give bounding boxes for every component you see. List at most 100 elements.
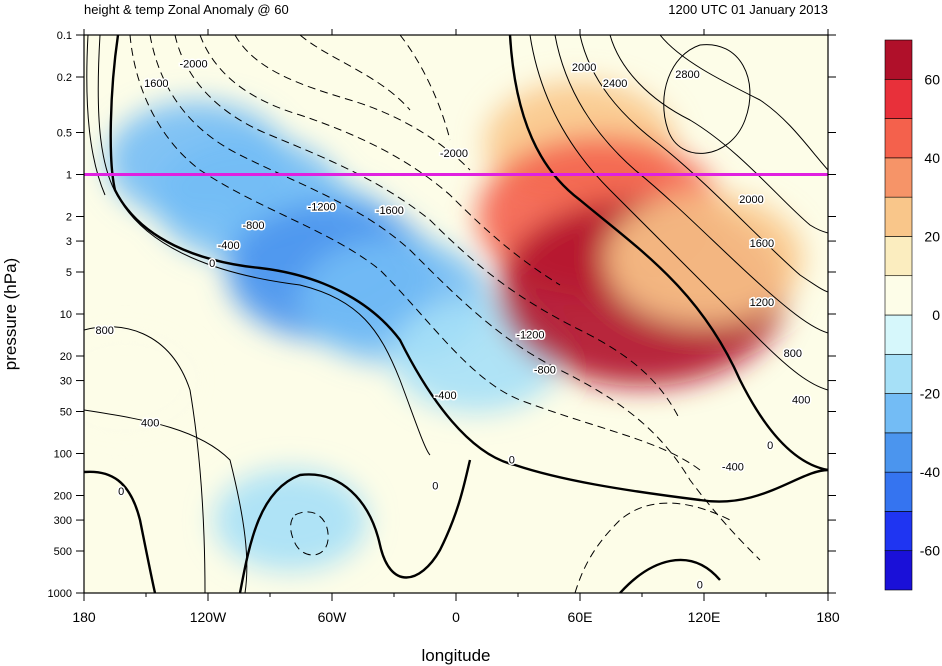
- contour-label: -400: [722, 462, 744, 474]
- height-contours: [84, 35, 828, 593]
- contour-neg400-east: [574, 502, 731, 593]
- colorbar: -60 -40 -20 0 20 40 60: [884, 39, 940, 591]
- contour-zero-upper: [109, 35, 828, 503]
- anomaly-cell: [84, 335, 194, 426]
- colorbar-label: -60: [920, 543, 940, 559]
- contour-label: 2000: [572, 62, 596, 74]
- contour-label: 0: [509, 454, 515, 466]
- y-tick-label: 20: [60, 351, 72, 363]
- y-tick-label: 5: [66, 267, 72, 279]
- colorbar-label: 60: [924, 71, 940, 87]
- contour-label: 2400: [603, 78, 627, 90]
- contour-label: 2800: [675, 69, 699, 81]
- x-tick-label: 0: [452, 609, 460, 625]
- contour-label: 800: [95, 325, 113, 337]
- y-tick-label: 30: [60, 376, 72, 388]
- contour-400-east: [529, 35, 828, 391]
- contour-label: 1600: [750, 238, 774, 250]
- contour-neg1200: [174, 35, 681, 421]
- y-tick-label: 3: [66, 236, 72, 248]
- y-axis: 0.1 0.2 0.5 1 2 3 5 10 20 30 50 100 200 300 500 1000: [48, 30, 836, 600]
- contour-label: 2000: [739, 194, 763, 206]
- contour-label: 0: [209, 258, 215, 270]
- contour-zero-south: [619, 558, 721, 593]
- colorbar-swatch: [884, 550, 913, 591]
- contour-label: 0: [118, 486, 124, 498]
- colorbar-swatch: [884, 78, 913, 119]
- contour-label: 0: [767, 440, 773, 452]
- contour-800-west: [86, 35, 106, 196]
- colorbar-swatch: [884, 39, 913, 80]
- contour-label: -800: [242, 220, 264, 232]
- contour-label: 1600: [144, 78, 168, 90]
- x-tick-label: 60W: [318, 609, 348, 625]
- contour-label: -1200: [516, 329, 544, 341]
- y-tick-label: 1: [66, 170, 72, 182]
- x-tick-label: 120W: [190, 609, 227, 625]
- y-tick-label: 1000: [48, 588, 72, 600]
- contour-label: -400: [218, 240, 240, 252]
- y-tick-label: 500: [54, 546, 72, 558]
- contour-2000-east: [659, 35, 828, 171]
- anomaly-cell: [213, 469, 368, 571]
- contour-1600-east: [609, 35, 828, 234]
- colorbar-swatch: [884, 314, 913, 355]
- y-tick-label: 0.5: [57, 128, 72, 140]
- colorbar-label: -40: [920, 464, 940, 480]
- contour-400-west: [97, 35, 431, 456]
- colorbar-swatch: [884, 275, 913, 316]
- contour-label: 400: [141, 418, 159, 430]
- colorbar-swatch: [884, 471, 913, 512]
- contour-label: -2000: [179, 58, 207, 70]
- y-tick-label: 2: [66, 211, 72, 223]
- x-tick-label: 60E: [568, 609, 593, 625]
- colorbar-swatch: [884, 511, 913, 552]
- contour-label: 400: [792, 394, 810, 406]
- x-tick-label: 180: [816, 609, 840, 625]
- y-tick-label: 0.2: [57, 72, 72, 84]
- contour-zero-west: [84, 470, 157, 593]
- contour-label: 800: [784, 348, 802, 360]
- chart-title-left: height & temp Zonal Anomaly @ 60: [84, 2, 289, 17]
- y-tick-label: 50: [60, 407, 72, 419]
- contour-zero-lower: [238, 459, 472, 593]
- colorbar-swatch: [884, 118, 913, 159]
- y-tick-label: 10: [60, 309, 72, 321]
- contour-label: 0: [697, 580, 703, 592]
- y-tick-label: 0.1: [57, 30, 72, 42]
- colorbar-label: -20: [920, 386, 940, 402]
- x-tick-label: 120E: [688, 609, 721, 625]
- contour-neg400: [129, 35, 701, 471]
- contour-800-east: [554, 35, 828, 334]
- colorbar-swatch: [884, 157, 913, 198]
- y-tick-label: 300: [54, 515, 72, 527]
- contour-label: 1200: [750, 297, 774, 309]
- contour-label: -1600: [376, 205, 404, 217]
- contour-1200-east: [579, 35, 828, 293]
- y-tick-label: 200: [54, 490, 72, 502]
- contour-neg2400: [299, 35, 411, 111]
- contour-neg1600: [199, 35, 561, 286]
- contour-800-lower: [84, 326, 206, 593]
- contour-neg2000-east: [399, 35, 451, 141]
- colorbar-swatch: [884, 353, 913, 394]
- x-tick-label: 180: [72, 609, 96, 625]
- contour-label: -1200: [308, 202, 336, 214]
- y-tick-label: 100: [54, 449, 72, 461]
- temperature-anomaly-field: [84, 81, 804, 571]
- contour-400-lower: [84, 409, 248, 593]
- colorbar-label: 20: [924, 228, 940, 244]
- contour-neg2000: [234, 35, 471, 171]
- contour-label: -2000: [440, 148, 468, 160]
- contour-neg800: [149, 35, 761, 561]
- y-axis-label: pressure (hPa): [1, 258, 20, 370]
- colorbar-swatch: [884, 393, 913, 434]
- contour-zero-east: [508, 35, 828, 472]
- colorbar-label: 0: [932, 307, 940, 323]
- colorbar-swatch: [884, 196, 913, 237]
- chart-title-right: 1200 UTC 01 January 2013: [668, 2, 828, 17]
- anomaly-cell: [604, 193, 804, 324]
